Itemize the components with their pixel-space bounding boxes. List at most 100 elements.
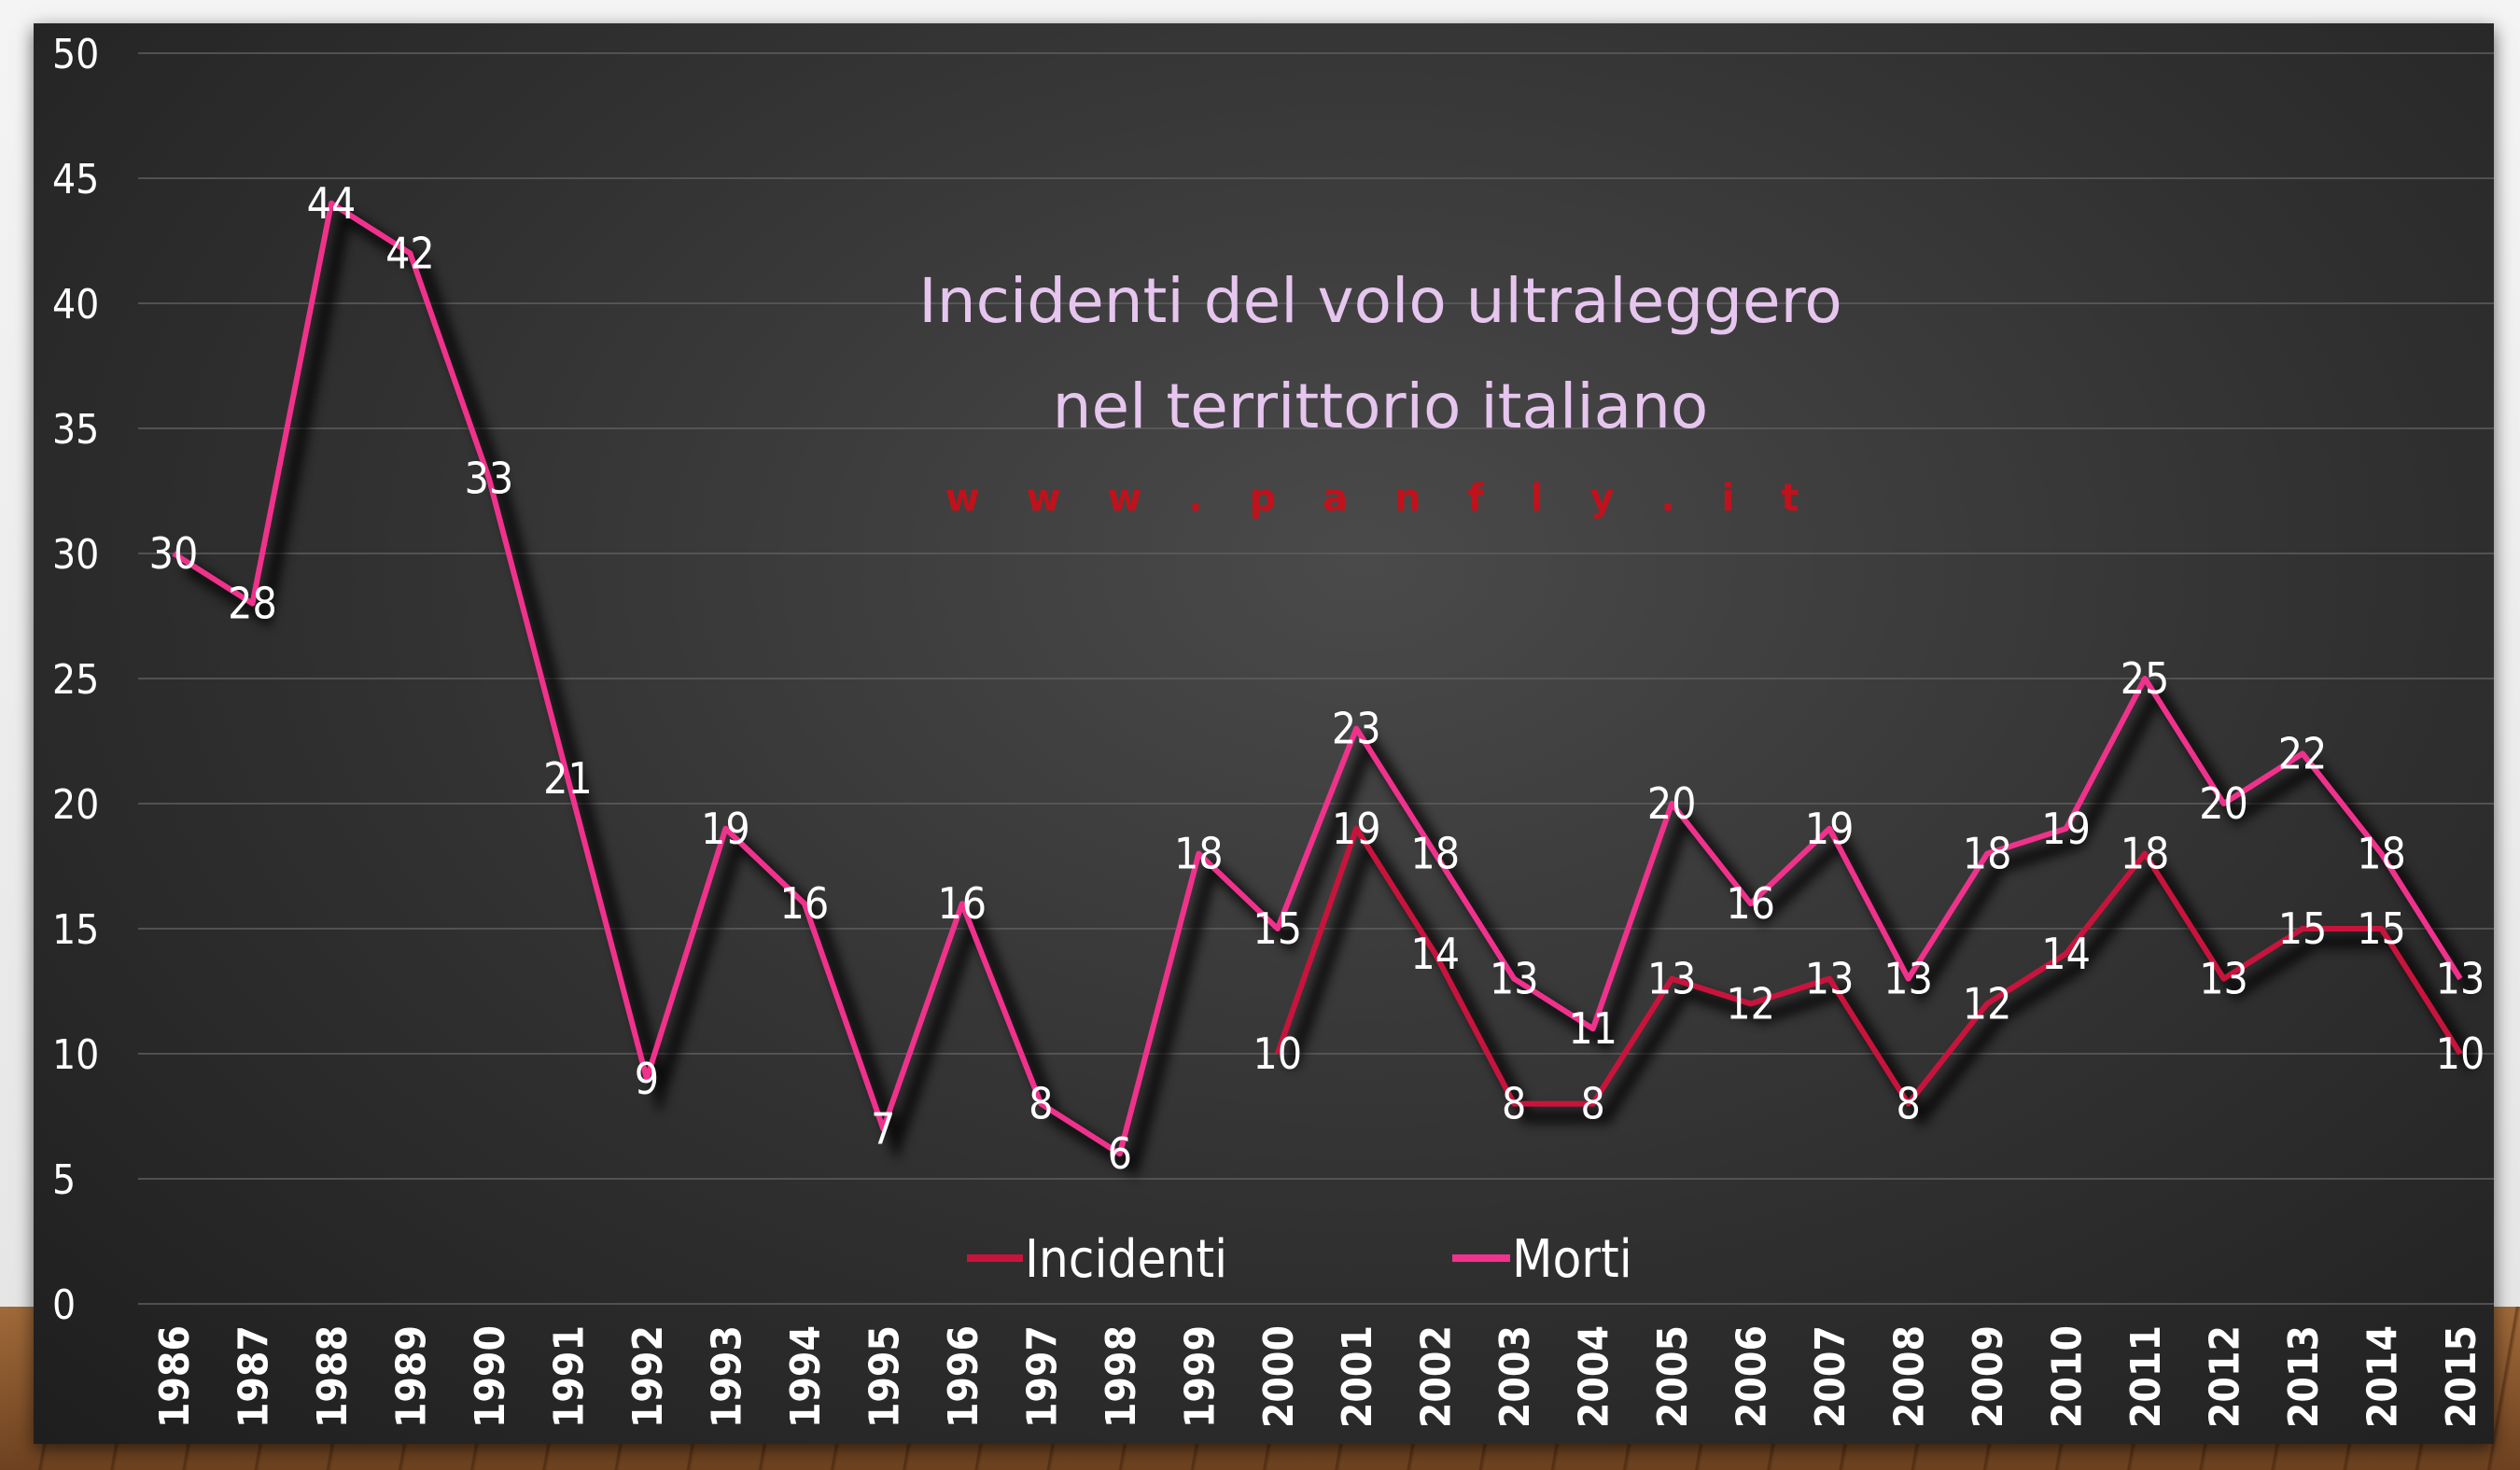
y-tick-label: 5 xyxy=(52,1156,76,1204)
data-label-morti-2000: 15 xyxy=(1253,903,1302,954)
y-tick-label: 40 xyxy=(52,281,99,329)
x-tick-label: 2013 xyxy=(2280,1325,2328,1428)
data-label-morti-2006: 16 xyxy=(1726,878,1775,929)
x-tick-label: 2009 xyxy=(1965,1325,2012,1428)
y-tick-label: 45 xyxy=(52,156,99,203)
data-label-morti-2011: 25 xyxy=(2121,653,2170,704)
x-tick-label: 1989 xyxy=(387,1325,435,1428)
y-tick-label: 0 xyxy=(52,1281,76,1329)
x-tick-label: 2004 xyxy=(1571,1325,1618,1428)
data-label-morti-1988: 44 xyxy=(307,178,357,229)
data-label-morti-1999: 18 xyxy=(1174,829,1224,879)
data-label-morti-1987: 28 xyxy=(228,579,277,629)
data-label-incidenti-2015: 10 xyxy=(2436,1029,2485,1079)
x-tick-label: 2010 xyxy=(2044,1325,2092,1428)
data-label-morti-2013: 22 xyxy=(2278,728,2328,778)
data-label-morti-1995: 7 xyxy=(871,1103,895,1154)
legend: Incidenti Morti xyxy=(967,1229,1632,1290)
x-tick-label: 1988 xyxy=(309,1325,357,1428)
legend-label-incidenti: Incidenti xyxy=(1025,1229,1227,1290)
data-label-morti-2004: 11 xyxy=(1568,1003,1617,1054)
y-tick-label: 20 xyxy=(52,781,99,829)
data-label-morti-2005: 20 xyxy=(1647,778,1697,829)
x-tick-label: 2008 xyxy=(1886,1325,1934,1428)
x-tick-label: 2000 xyxy=(1255,1325,1303,1428)
data-label-morti-1997: 8 xyxy=(1029,1079,1053,1129)
data-label-incidenti-2008: 8 xyxy=(1896,1079,1920,1129)
data-label-morti-2012: 20 xyxy=(2199,778,2248,829)
x-tick-label: 1994 xyxy=(782,1325,830,1428)
data-label-morti-1986: 30 xyxy=(149,528,199,579)
data-labels: 10 19 14 8 8 13 12 13 8 12 14 18 13 15 15 10 30 28 44 42 33 2… xyxy=(149,178,2485,1179)
data-label-incidenti-2000: 10 xyxy=(1253,1029,1302,1079)
series-line-incidenti xyxy=(1274,825,2463,1107)
x-tick-label: 1995 xyxy=(861,1325,908,1428)
x-tick-label: 1992 xyxy=(624,1325,672,1428)
x-tick-label: 1993 xyxy=(703,1325,750,1428)
data-label-morti-2009: 18 xyxy=(1963,829,2012,879)
data-label-incidenti-2007: 13 xyxy=(1805,954,1855,1004)
data-label-morti-1989: 42 xyxy=(385,228,435,278)
data-label-incidenti-2014: 15 xyxy=(2357,903,2406,954)
data-label-morti-1990: 33 xyxy=(465,454,514,504)
series-lines xyxy=(172,200,2463,1157)
data-label-incidenti-2010: 14 xyxy=(2041,929,2091,979)
x-tick-label: 1996 xyxy=(940,1325,987,1428)
series-line-morti xyxy=(172,200,2463,1157)
y-tick-label: 10 xyxy=(52,1031,99,1079)
data-label-morti-2007: 19 xyxy=(1805,804,1855,854)
data-label-morti-1996: 16 xyxy=(937,878,987,929)
data-label-incidenti-2012: 13 xyxy=(2199,954,2248,1004)
series-shadow-incidenti xyxy=(1284,826,2479,1128)
x-tick-label: 1990 xyxy=(467,1325,514,1428)
data-label-morti-1992: 9 xyxy=(635,1054,659,1104)
data-label-morti-2010: 19 xyxy=(2041,804,2091,854)
x-tick-label: 2003 xyxy=(1491,1325,1539,1428)
data-label-incidenti-2011: 18 xyxy=(2121,829,2170,879)
data-label-morti-1991: 21 xyxy=(543,753,593,804)
data-label-incidenti-2005: 13 xyxy=(1647,954,1697,1004)
data-label-morti-2015: 13 xyxy=(2436,954,2485,1004)
x-tick-label: 1986 xyxy=(151,1325,199,1428)
y-tick-label: 25 xyxy=(52,656,99,704)
x-tick-label: 2014 xyxy=(2359,1325,2407,1428)
x-tick-label: 2012 xyxy=(2202,1325,2249,1428)
data-label-morti-2008: 13 xyxy=(1883,954,1933,1004)
legend-label-morti: Morti xyxy=(1512,1229,1632,1290)
y-tick-label: 30 xyxy=(52,531,99,579)
x-tick-label: 1998 xyxy=(1098,1325,1145,1428)
x-tick-label: 2011 xyxy=(2122,1325,2170,1428)
data-label-morti-1993: 19 xyxy=(701,804,750,854)
data-label-incidenti-2006: 12 xyxy=(1726,978,1775,1029)
data-label-morti-1998: 6 xyxy=(1108,1128,1132,1179)
data-label-morti-2014: 18 xyxy=(2357,829,2406,879)
data-label-incidenti-2002: 14 xyxy=(1410,929,1460,979)
data-label-morti-2001: 23 xyxy=(1332,704,1381,754)
x-axis-ticks: 1986 1987 1988 1989 1990 1991 1992 1993 1994 1995… xyxy=(151,1325,2485,1428)
chart-subtitle-url: w w w . p a n f l y . i t xyxy=(945,477,1815,520)
data-label-morti-2003: 13 xyxy=(1490,954,1539,1004)
x-tick-label: 1987 xyxy=(230,1325,277,1428)
data-label-incidenti-2013: 15 xyxy=(2278,903,2328,954)
y-tick-label: 15 xyxy=(52,906,99,954)
x-tick-label: 1999 xyxy=(1176,1325,1224,1428)
data-label-incidenti-2003: 8 xyxy=(1502,1079,1526,1129)
x-tick-label: 2006 xyxy=(1729,1325,1776,1428)
series-shadow-morti xyxy=(183,205,2479,1178)
data-label-incidenti-2001: 19 xyxy=(1332,804,1381,854)
x-tick-label: 2015 xyxy=(2438,1325,2485,1428)
x-tick-label: 1991 xyxy=(545,1325,593,1428)
data-label-incidenti-2009: 12 xyxy=(1963,978,2012,1029)
series-shadows xyxy=(183,205,2479,1178)
data-label-morti-1994: 16 xyxy=(780,878,830,929)
chart-panel: 0 5 10 15 20 25 30 35 40 45 50 1986 1987 1988 1989 199… xyxy=(34,23,2494,1444)
data-label-incidenti-2004: 8 xyxy=(1581,1079,1605,1129)
x-tick-label: 2005 xyxy=(1649,1325,1697,1428)
y-axis-ticks: 0 5 10 15 20 25 30 35 40 45 50 xyxy=(52,31,99,1329)
x-tick-label: 1997 xyxy=(1018,1325,1066,1428)
x-tick-label: 2001 xyxy=(1334,1325,1381,1428)
chart-title-line-1: Incidenti del volo ultraleggero xyxy=(918,265,1841,337)
x-tick-label: 2007 xyxy=(1807,1325,1855,1428)
data-label-morti-2002: 18 xyxy=(1410,829,1460,879)
